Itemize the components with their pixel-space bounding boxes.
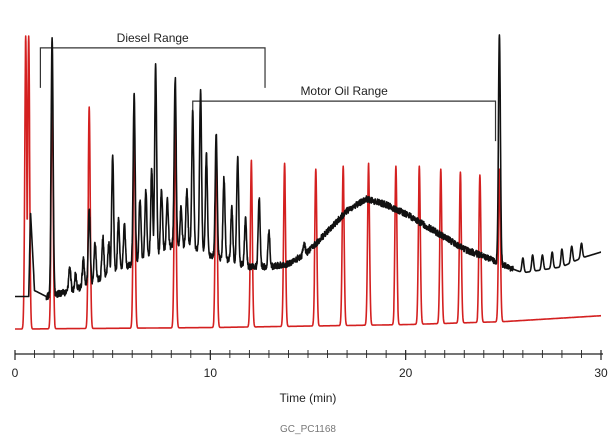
figure-caption: GC_PC1168 [280, 424, 336, 435]
range-brackets: Diesel Range Motor Oil Range [39, 31, 497, 142]
range-label: Motor Oil Range [300, 84, 388, 98]
x-tick-label: 20 [399, 366, 413, 380]
x-axis: 0 10 20 30 [12, 350, 608, 380]
x-tick-label: 10 [204, 366, 218, 380]
range-bracket-1: Diesel Range [39, 31, 266, 88]
series-lines [14, 34, 602, 330]
x-axis-title: Time (min) [280, 391, 337, 405]
range-bracket-line [39, 47, 266, 88]
range-bracket-line [192, 100, 497, 142]
range-label: Diesel Range [117, 31, 189, 45]
series-line-2 [14, 34, 602, 301]
x-tick-label: 0 [12, 366, 19, 380]
series-line-1 [14, 35, 602, 330]
x-tick-label: 30 [594, 366, 608, 380]
range-bracket-2: Motor Oil Range [192, 84, 497, 142]
